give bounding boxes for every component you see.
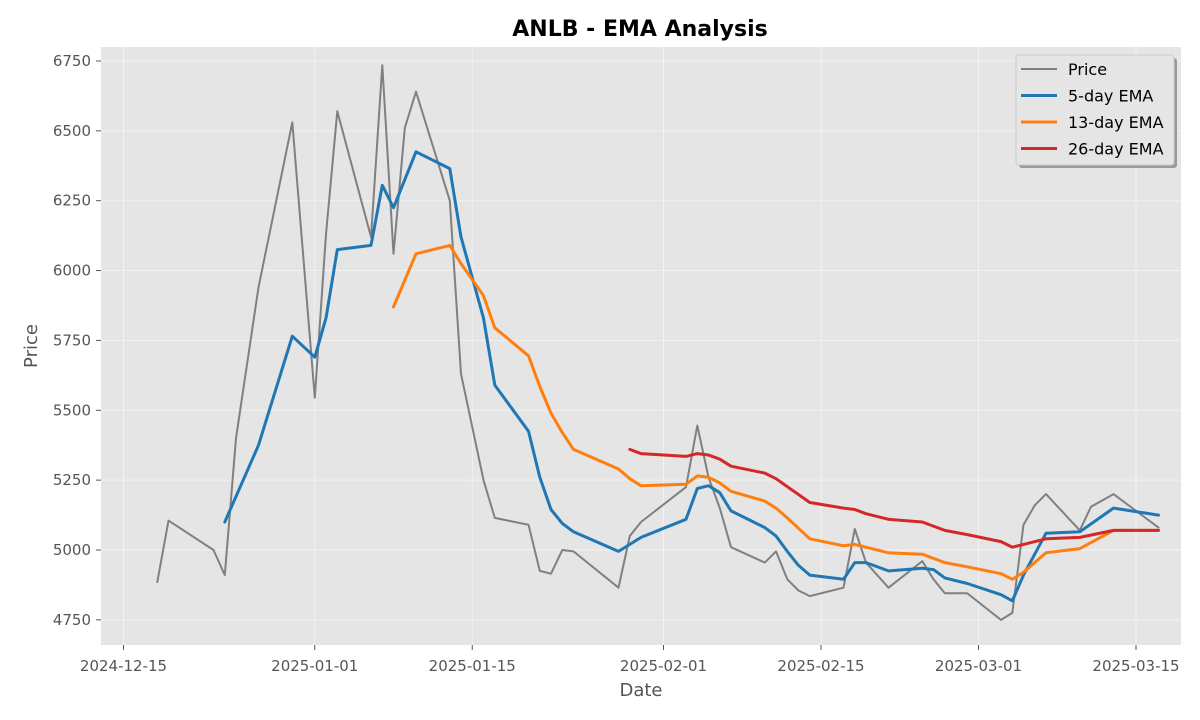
y-tick-label: 6750 [53,52,91,70]
legend-label-5-day-ema: 5-day EMA [1068,87,1153,106]
y-tick-label: 4750 [53,611,91,629]
x-tick-label: 2024-12-15 [80,657,167,675]
legend-label-26-day-ema: 26-day EMA [1068,140,1164,159]
x-tick-label: 2025-03-01 [935,657,1022,675]
y-axis-ticks: 4750 5000 5250 5500 5750 6000 6250 6500 6750 [53,52,101,629]
series-line-5-day-ema [223,150,1160,603]
y-tick-label: 6000 [53,262,91,280]
legend-label-13-day-ema: 13-day EMA [1068,113,1164,132]
legend-box [1015,54,1175,166]
series-line-price [156,64,1160,621]
y-tick-label: 5750 [53,331,91,349]
x-axis-ticks: 2024-12-15 2025-01-01 2025-01-15 2025-02-01… [80,645,1180,675]
y-tick-label: 5500 [53,401,91,419]
y-tick-label: 5250 [53,471,91,489]
y-axis-label: Price [21,324,42,368]
x-tick-label: 2025-02-15 [777,657,864,675]
y-tick-label: 5000 [53,541,91,559]
series-lines [156,64,1160,621]
series-line-26-day-ema [628,447,1160,549]
y-tick-label: 6250 [53,192,91,210]
legend: Price 5-day EMA 13-day EMA 26-day EMA [1015,54,1177,168]
y-tick-label: 6500 [53,122,91,140]
x-tick-label: 2025-01-15 [429,657,516,675]
x-tick-label: 2025-01-01 [271,657,358,675]
legend-label-price: Price [1068,60,1107,79]
chart-title: ANLB - EMA Analysis [512,17,767,42]
x-tick-label: 2025-03-15 [1092,657,1179,675]
x-axis-label: Date [619,680,662,701]
series-line-13-day-ema [392,243,1160,581]
plot-area [101,47,1181,645]
x-tick-label: 2025-02-01 [620,657,707,675]
